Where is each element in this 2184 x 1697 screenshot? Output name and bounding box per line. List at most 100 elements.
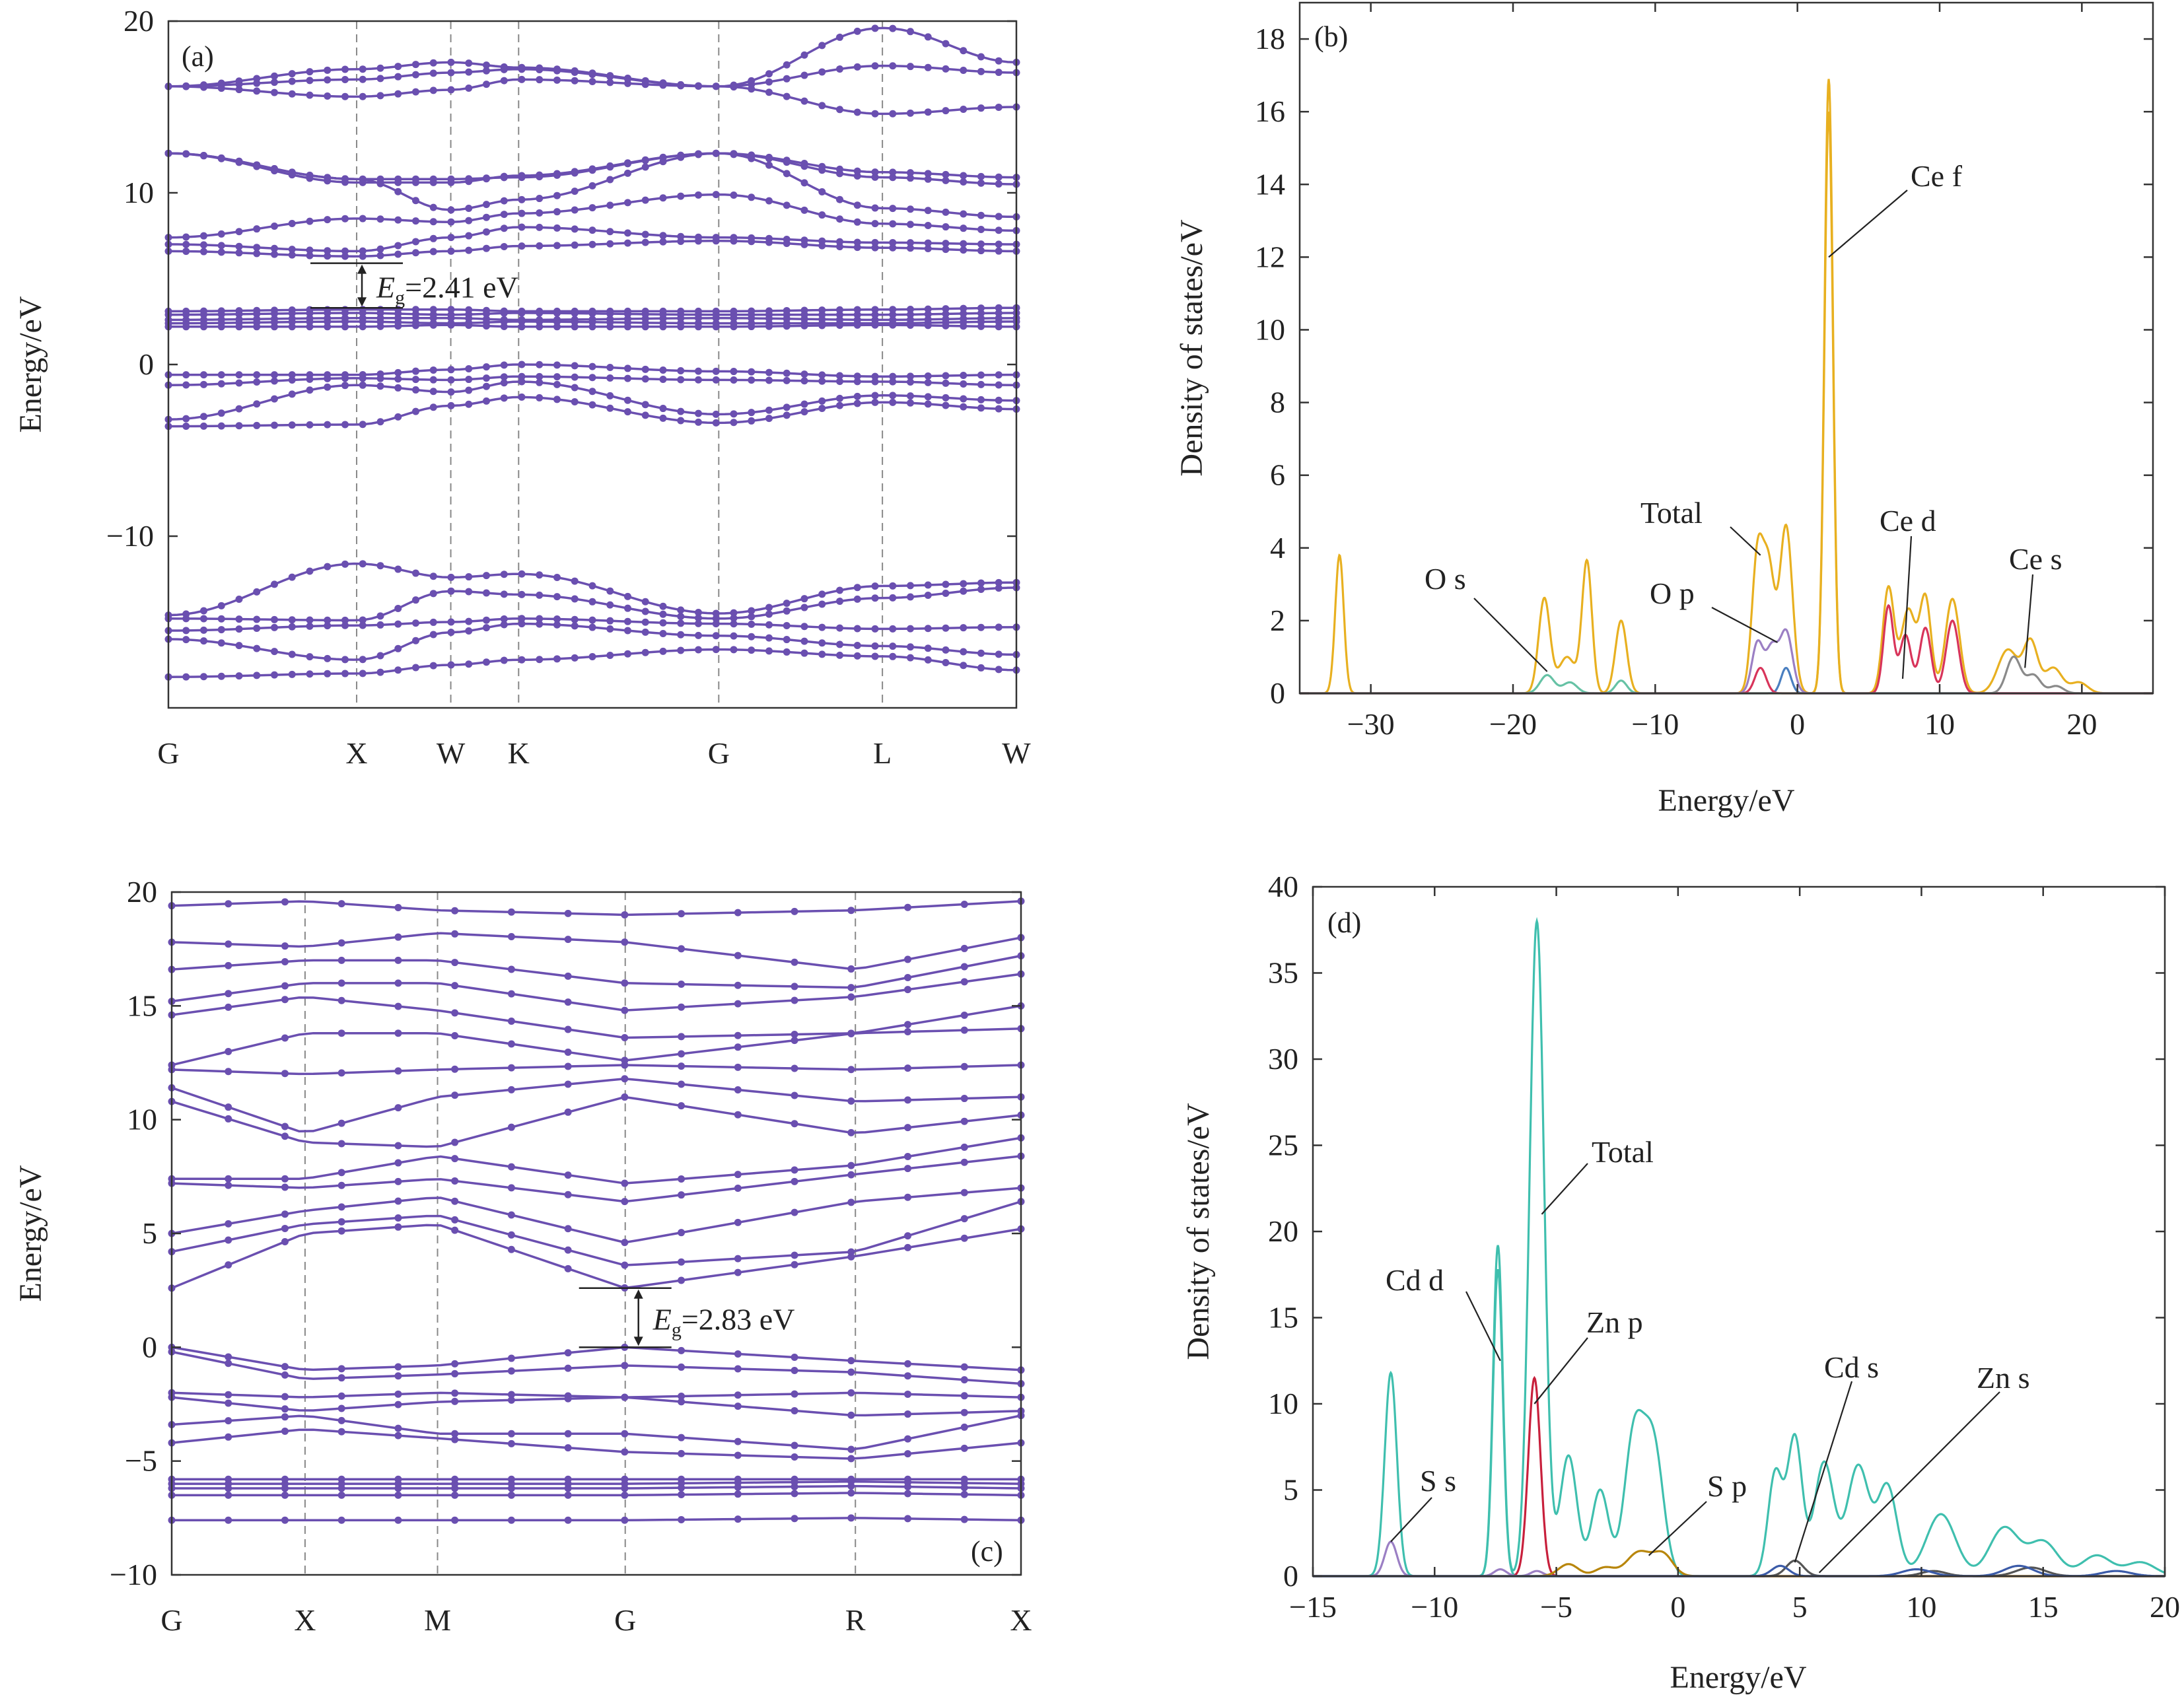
band-point <box>306 252 314 260</box>
band-point <box>376 370 384 378</box>
band-point <box>624 650 631 658</box>
gap-value: =2.83 eV <box>682 1303 795 1336</box>
band-point <box>281 982 289 990</box>
band-point <box>337 1404 345 1412</box>
band-point <box>225 1360 232 1368</box>
band-point <box>907 399 914 407</box>
band-point <box>641 77 649 85</box>
band-point <box>394 903 402 911</box>
band-point <box>518 372 526 380</box>
band-point <box>451 1436 459 1443</box>
x-tick-label: −20 <box>1489 707 1537 741</box>
band-point <box>447 618 455 626</box>
band-point <box>800 179 808 187</box>
band-point <box>288 573 296 581</box>
band-point <box>217 371 225 379</box>
dos-label: Cd s <box>1824 1350 1879 1384</box>
band-point <box>621 1093 629 1101</box>
band-point <box>734 1043 742 1051</box>
band-point <box>359 656 367 664</box>
dos-label-leader <box>1533 1337 1588 1404</box>
band-point <box>394 63 402 71</box>
gap-value: =2.41 eV <box>405 270 518 304</box>
band-point <box>235 595 243 603</box>
band-point <box>889 62 897 70</box>
band-point <box>818 590 826 598</box>
band-point <box>847 1357 855 1365</box>
band-point <box>253 244 261 252</box>
band-point <box>376 245 384 253</box>
band-point <box>907 625 914 633</box>
band-point <box>337 1140 345 1148</box>
band-point <box>281 996 289 1004</box>
band-point <box>847 1455 855 1463</box>
band-point <box>800 408 808 416</box>
band-point <box>306 386 314 394</box>
band-point <box>337 1181 345 1189</box>
band-point <box>507 1018 515 1025</box>
band-point <box>465 232 473 240</box>
band-point <box>818 371 826 379</box>
band-point <box>659 375 667 383</box>
band-point <box>960 1444 968 1452</box>
band-point <box>924 305 932 313</box>
band-point <box>507 1354 515 1362</box>
band-point <box>571 307 579 315</box>
band-line <box>171 1391 1022 1399</box>
band-point <box>783 306 791 314</box>
band-point <box>695 418 702 426</box>
dos-label-leader <box>1541 1163 1588 1215</box>
band-point <box>847 984 855 992</box>
band-point <box>853 167 861 175</box>
panel-b-xlabel: Energy/eV <box>1658 783 1794 818</box>
band-point <box>659 307 667 315</box>
band-point <box>960 310 968 318</box>
band-point <box>624 617 631 625</box>
band-point <box>507 1231 515 1239</box>
band-point <box>904 1028 912 1036</box>
band-point <box>225 1399 232 1407</box>
band-point <box>783 621 791 629</box>
band-point <box>564 998 572 1006</box>
band-point <box>977 396 985 403</box>
band-point <box>659 414 667 422</box>
band-point <box>853 595 861 603</box>
band-point <box>564 972 572 980</box>
band-point <box>734 1403 742 1410</box>
band-point <box>871 311 879 319</box>
band-point <box>907 392 914 400</box>
band-point <box>564 1080 572 1088</box>
band-point <box>281 1516 289 1524</box>
band-point <box>253 378 261 386</box>
band-point <box>621 1033 629 1041</box>
band-point <box>412 367 419 375</box>
band-point <box>960 1011 968 1019</box>
band-point <box>907 372 914 380</box>
band-point <box>853 584 861 592</box>
band-point <box>394 1067 402 1075</box>
band-point <box>836 372 843 380</box>
band-point <box>606 201 614 209</box>
band-point <box>500 225 508 232</box>
band-point <box>695 367 702 375</box>
band-point <box>942 580 950 588</box>
dos-label: O s <box>1425 562 1466 596</box>
band-point <box>500 316 508 324</box>
band-point <box>518 242 526 250</box>
band-point <box>678 1475 686 1483</box>
band-point <box>606 625 614 633</box>
band-point <box>447 247 455 255</box>
y-tick-label: 5 <box>142 1216 157 1250</box>
band-point <box>341 560 349 568</box>
y-tick-label: 0 <box>1270 676 1285 710</box>
band-point <box>695 150 702 158</box>
band-point <box>695 409 702 417</box>
band-point <box>306 421 314 429</box>
band-point <box>960 1158 968 1166</box>
band-point <box>571 615 579 623</box>
band-point <box>337 1029 345 1037</box>
band-point <box>765 78 773 86</box>
band-point <box>182 627 190 635</box>
band-point <box>800 604 808 611</box>
dos-label-leader <box>1794 1381 1853 1563</box>
